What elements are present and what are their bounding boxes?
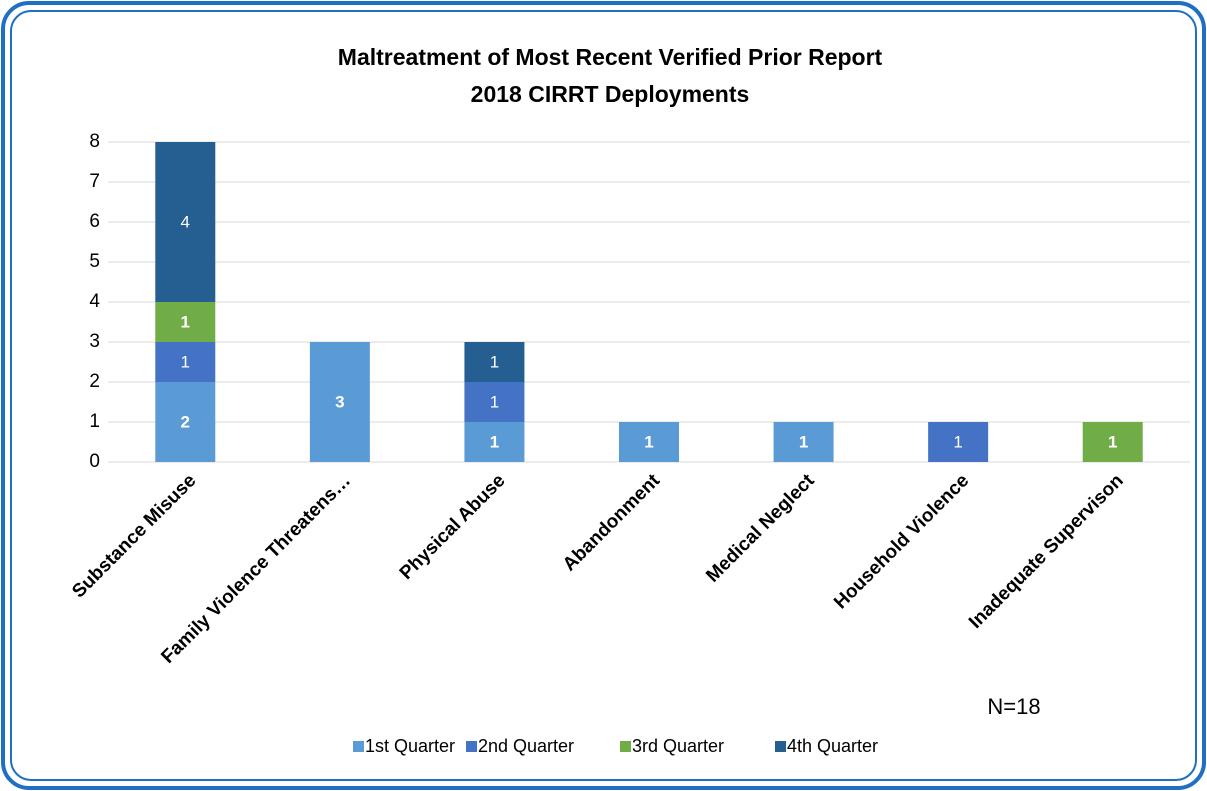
legend-label: 1st Quarter — [365, 736, 455, 756]
annotation: N=18 — [987, 694, 1040, 719]
legend-label: 4th Quarter — [787, 736, 878, 756]
bar-segment — [773, 422, 834, 462]
legend-label: 3rd Quarter — [632, 736, 724, 756]
legend-swatch — [775, 741, 786, 752]
chart-title: 2018 CIRRT Deployments — [471, 81, 750, 107]
bar-segment — [1082, 422, 1143, 462]
bar-segment — [464, 422, 525, 462]
bar-segment — [464, 342, 525, 382]
legend-label: 2nd Quarter — [478, 736, 574, 756]
data-label: 1 — [181, 312, 190, 331]
y-tick-label: 1 — [89, 411, 100, 432]
x-tick-label: Medical Neglect — [702, 470, 819, 587]
bar-segment — [155, 142, 216, 302]
bar-segment — [309, 342, 370, 462]
bar-segment — [155, 382, 216, 462]
y-tick-label: 2 — [89, 371, 100, 392]
y-tick-label: 6 — [89, 211, 100, 232]
data-label: 1 — [490, 392, 499, 411]
data-label: 1 — [799, 432, 808, 451]
data-label: 1 — [1108, 432, 1117, 451]
x-tick-label: Family Violence Threatens… — [157, 470, 355, 668]
data-label: 1 — [490, 352, 499, 371]
data-label: 1 — [490, 432, 499, 451]
bar-segment — [928, 422, 989, 462]
x-tick-label: Household Violence — [830, 470, 973, 613]
bar-segment — [155, 302, 216, 342]
legend-swatch — [353, 741, 364, 752]
inner-frame — [10, 10, 1197, 781]
y-tick-label: 3 — [89, 331, 100, 352]
legend-swatch — [620, 741, 631, 752]
data-label: 1 — [181, 352, 190, 371]
x-tick-label: Physical Abuse — [396, 470, 510, 584]
data-label: 2 — [181, 412, 190, 431]
x-tick-label: Substance Misuse — [68, 470, 200, 602]
x-tick-label: Abandonment — [559, 470, 665, 576]
x-tick-label: Inadequate Supervison — [965, 470, 1128, 633]
bar-segment — [619, 422, 679, 462]
y-tick-label: 5 — [89, 251, 100, 272]
y-tick-label: 8 — [89, 131, 100, 152]
bar-segment — [464, 382, 525, 422]
data-label: 1 — [644, 432, 653, 451]
chart-title: Maltreatment of Most Recent Verified Pri… — [338, 44, 883, 70]
legend-swatch — [466, 741, 477, 752]
y-tick-label: 0 — [89, 451, 100, 472]
data-label: 1 — [953, 432, 962, 451]
data-label: 3 — [335, 392, 344, 411]
bar-segment — [155, 342, 216, 382]
data-label: 4 — [181, 212, 190, 231]
y-tick-label: 4 — [89, 291, 100, 312]
y-tick-label: 7 — [89, 171, 100, 192]
